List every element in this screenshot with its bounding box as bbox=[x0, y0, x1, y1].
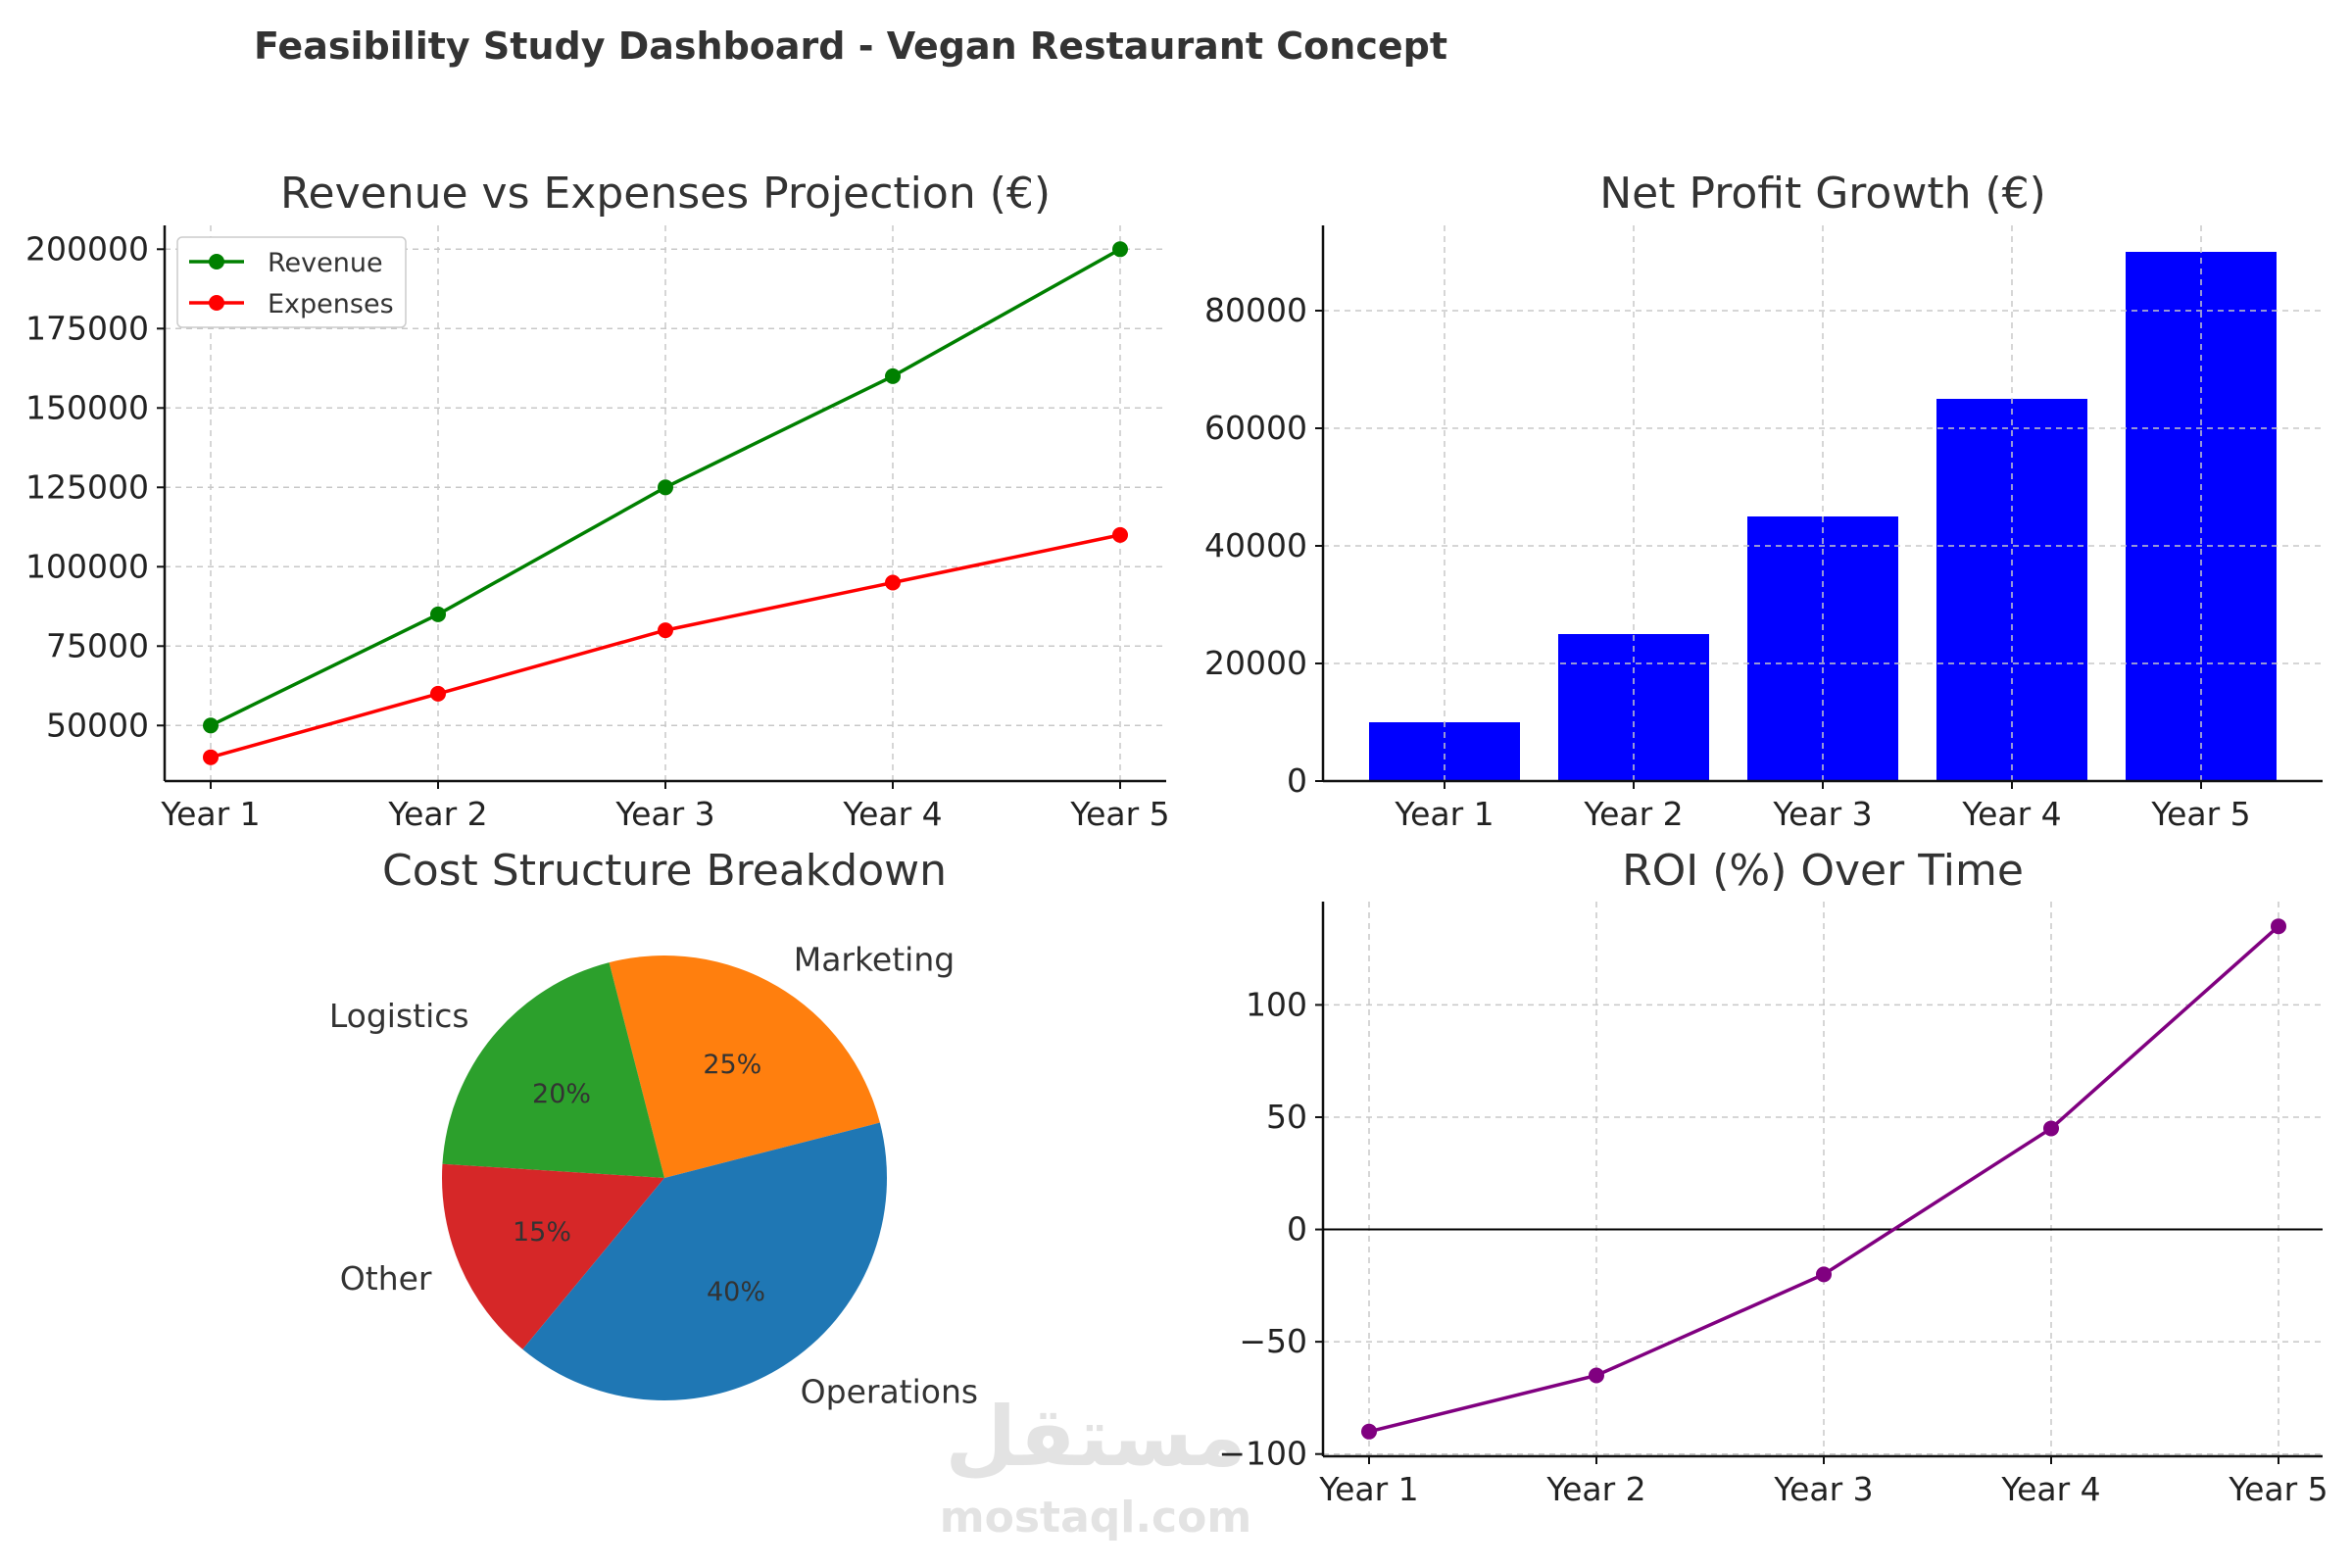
x-tick-label: Year 4 bbox=[1961, 795, 2061, 833]
y-tick-label: 0 bbox=[1287, 1210, 1307, 1249]
y-tick-label: 50 bbox=[1266, 1098, 1307, 1136]
y-tick-label: 200000 bbox=[25, 229, 149, 268]
pie-slice-logistics bbox=[442, 962, 664, 1178]
y-tick-label: 100000 bbox=[25, 547, 149, 585]
data-point-roi bbox=[2271, 918, 2286, 935]
pie-slice-operations bbox=[522, 1122, 887, 1400]
legend-swatch-marker bbox=[209, 254, 224, 270]
chart-title: Revenue vs Expenses Projection (€) bbox=[280, 169, 1051, 219]
pie-percent-logistics: 20% bbox=[532, 1079, 591, 1109]
pie-slice-marketing bbox=[609, 956, 880, 1178]
y-tick-label: 50000 bbox=[46, 706, 149, 744]
cost-structure-chart: Cost Structure Breakdown 25% Marketing 20% L… bbox=[329, 846, 978, 1410]
x-tick-label: Year 3 bbox=[1773, 1470, 1873, 1508]
x-tick-label: Year 1 bbox=[1318, 1470, 1418, 1508]
y-tick-label: 100 bbox=[1246, 985, 1307, 1023]
watermark-latin: mostaql.com bbox=[940, 1493, 1251, 1543]
data-point-expenses bbox=[203, 749, 219, 765]
legend-label: Revenue bbox=[268, 248, 383, 278]
x-tick-label: Year 3 bbox=[614, 795, 714, 833]
y-tick-label: 40000 bbox=[1204, 526, 1307, 564]
dashboard-title: Feasibility Study Dashboard - Vegan Rest… bbox=[254, 24, 1447, 68]
pie-percent-other: 15% bbox=[513, 1217, 571, 1248]
chart-title: Net Profit Growth (€) bbox=[1599, 169, 2046, 219]
x-tick-label: Year 4 bbox=[2000, 1470, 2100, 1508]
x-tick-label: Year 3 bbox=[1772, 795, 1872, 833]
bar-1 bbox=[1369, 722, 1520, 781]
pie-label-other: Other bbox=[340, 1259, 432, 1298]
x-tick-label: Year 1 bbox=[160, 795, 260, 833]
data-point-expenses bbox=[430, 685, 446, 702]
y-tick-label: 75000 bbox=[46, 626, 149, 664]
x-tick-label: Year 2 bbox=[387, 795, 487, 833]
data-point-expenses bbox=[885, 574, 901, 591]
y-tick-label: 20000 bbox=[1204, 644, 1307, 682]
chart-legend: Revenue Expenses bbox=[176, 236, 407, 328]
x-tick-label: Year 5 bbox=[2150, 795, 2250, 833]
y-tick-label: −50 bbox=[1239, 1322, 1307, 1360]
data-point-revenue bbox=[1112, 241, 1128, 258]
data-point-expenses bbox=[1112, 526, 1128, 543]
pie-slice-other bbox=[442, 1163, 664, 1349]
y-tick-label: 60000 bbox=[1204, 409, 1307, 447]
y-tick-label: 125000 bbox=[25, 467, 149, 506]
chart-title: ROI (%) Over Time bbox=[1622, 846, 2024, 896]
net-profit-chart: Net Profit Growth (€) 0 20000 40000 60000 800… bbox=[1204, 169, 2323, 833]
legend-swatch-marker bbox=[209, 295, 224, 311]
pie-label-marketing: Marketing bbox=[794, 940, 955, 978]
x-tick-label: Year 5 bbox=[2228, 1470, 2328, 1508]
data-point-roi bbox=[2043, 1120, 2059, 1137]
y-tick-label: −100 bbox=[1218, 1435, 1307, 1473]
x-tick-label: Year 1 bbox=[1394, 795, 1494, 833]
data-point-revenue bbox=[203, 717, 219, 734]
chart-title: Cost Structure Breakdown bbox=[382, 846, 947, 896]
legend-label: Expenses bbox=[268, 289, 394, 319]
y-tick-label: 175000 bbox=[25, 309, 149, 347]
x-tick-label: Year 5 bbox=[1069, 795, 1169, 833]
data-point-revenue bbox=[658, 479, 673, 496]
data-point-roi bbox=[1816, 1266, 1832, 1283]
pie-percent-marketing: 25% bbox=[703, 1050, 761, 1080]
data-point-roi bbox=[1361, 1423, 1377, 1440]
x-tick-label: Year 4 bbox=[842, 795, 942, 833]
data-point-roi bbox=[1589, 1367, 1604, 1384]
y-tick-label: 0 bbox=[1287, 761, 1307, 800]
pie-percent-operations: 40% bbox=[707, 1277, 765, 1307]
x-tick-label: Year 2 bbox=[1583, 795, 1683, 833]
data-point-revenue bbox=[885, 368, 901, 384]
pie-label-logistics: Logistics bbox=[329, 997, 469, 1035]
data-point-expenses bbox=[658, 622, 673, 639]
legend-frame bbox=[176, 236, 407, 328]
revenue-expenses-chart: Revenue vs Expenses Projection (€) 50000 7… bbox=[25, 169, 1170, 833]
roi-chart: ROI (%) Over Time −100 −50 0 50 100 Year 1 Year… bbox=[1218, 846, 2328, 1508]
pie-label-operations: Operations bbox=[801, 1372, 978, 1410]
x-tick-label: Year 2 bbox=[1545, 1470, 1645, 1508]
data-point-revenue bbox=[430, 606, 446, 622]
y-tick-label: 150000 bbox=[25, 388, 149, 426]
y-tick-label: 80000 bbox=[1204, 291, 1307, 329]
watermark-arabic: مستقل bbox=[945, 1389, 1246, 1485]
watermark: مستقل mostaql.com bbox=[940, 1389, 1251, 1543]
